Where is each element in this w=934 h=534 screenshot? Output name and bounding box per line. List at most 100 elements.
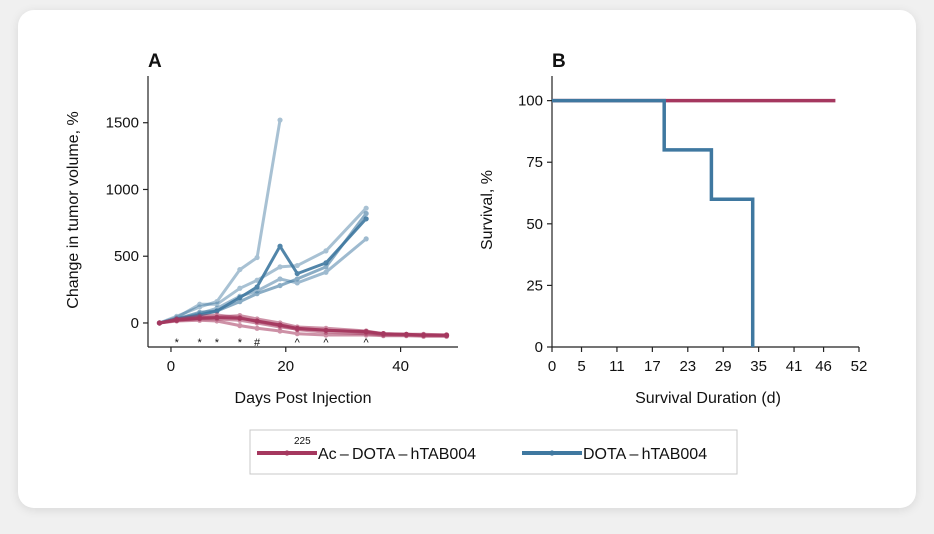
panel-a-point [277,282,283,289]
panel-b-xtick-label: 11 [609,358,625,375]
panel-a-point [443,332,450,338]
panel-a-point [197,301,203,307]
legend-label-dota: DOTA – hTAB004 [583,446,707,463]
panel-a-point [294,262,300,269]
survival-curve-dota [552,98,755,347]
significance-mark: ^ [323,337,329,349]
significance-mark: # [254,337,261,349]
panel-a-point [277,243,283,249]
panel-b-xtick-label: 29 [715,358,732,375]
panel-b-xtick-label: 5 [577,358,585,375]
panel-a-series-line [159,207,368,325]
panel-a-point [403,331,409,337]
panel-a-series-line [158,119,282,325]
panel-a-label: A [148,51,162,72]
panel-b-xtick-label: 46 [815,358,832,375]
panel-a-point [277,328,283,334]
panel-a-point [363,329,369,335]
tumor-volume-chart: 0 500 1000 1500 0 20 40 * * * * # ^ ^ ^ [106,76,458,375]
significance-mark: ^ [364,337,370,349]
panel-a-ytick-label: 500 [114,248,139,265]
panel-b-ytick-label: 100 [518,93,543,110]
panel-a-point [254,277,260,283]
legend-label-ac: Ac – DOTA – hTAB004 [318,446,476,463]
panel-a-point [363,210,369,217]
significance-mark: * [238,337,243,349]
panel-a-ylabel: Change in tumor volume, % [65,111,82,308]
panel-a-series-dota-0 [156,117,283,326]
panel-a-xtick-label: 20 [277,358,294,375]
panel-a-point [237,266,243,273]
panel-b-ytick-label: 0 [535,339,543,356]
panel-b-xtick-label: 52 [851,358,868,375]
panel-a-point [237,285,243,291]
panel-a-ytick-label: 0 [131,315,139,332]
survival-chart: 0 25 50 75 100 0 5 11 17 23 29 35 41 46 52 [518,76,867,375]
panel-a-point [214,308,220,314]
panel-b-xlabel: Survival Duration (d) [635,390,781,407]
panel-a-point [214,299,220,305]
significance-mark: * [198,337,203,349]
panel-a-xtick-label: 0 [167,358,175,375]
legend-box [249,429,738,475]
significance-mark: * [215,337,220,349]
panel-a-point [380,331,386,337]
panel-a-point [363,205,369,211]
panel-b-ytick-label: 25 [526,277,543,294]
panel-a-point [197,304,203,310]
panel-a-point [237,315,243,321]
legend: 225 Ac – DOTA – hTAB004 DOTA – hTAB004 [249,429,738,475]
panel-a-point [254,254,260,261]
panel-a-point [174,317,180,323]
panel-b-ytick-label: 50 [526,216,543,233]
panel-a-point [323,248,329,254]
panel-a-point [323,269,329,275]
panel-a-point [214,315,220,321]
panel-b-xtick-label: 0 [548,358,556,375]
panel-a-point [363,216,369,222]
panel-b-xtick-label: 17 [644,358,661,375]
panel-a-point [294,325,300,331]
panel-a-ytick-label: 1500 [106,115,139,132]
panel-a-point [197,315,203,321]
panel-a-point [277,264,283,270]
panel-a-point [323,260,329,266]
panel-a-series-ac-9 [156,315,450,338]
panel-a-point [277,322,283,328]
panel-a-xlabel: Days Post Injection [235,390,372,407]
panel-a-point [254,284,260,290]
panel-b-xtick-label: 23 [679,358,696,375]
panel-a-point [254,325,260,331]
panel-a-xtick-label: 40 [392,358,409,375]
panel-a-point [237,299,243,305]
panel-a-point [156,320,163,326]
panel-a-point [323,327,329,333]
panel-a-point [323,264,329,270]
panel-b-ylabel: Survival, % [479,170,496,250]
panel-a-point [214,301,220,307]
panel-a-point [363,236,369,242]
panel-b-ytick-label: 75 [526,154,543,171]
panel-a-point [294,276,300,282]
panel-a-point [294,331,300,337]
panel-a-point [237,323,243,329]
panel-a-point [420,332,427,338]
legend-marker-ac [284,450,290,456]
legend-marker-dota [549,450,555,456]
legend-sup-225: 225 [294,436,311,447]
panel-a-point [294,280,300,286]
significance-mark: ^ [295,337,301,349]
panel-a-point [277,276,283,282]
panel-a-point [237,295,243,301]
panel-a-point [294,270,300,277]
figure-card [18,10,916,508]
panel-a-point [254,291,260,297]
panel-a-ytick-label: 1000 [106,181,139,198]
panel-a-series-line [159,217,368,325]
panel-b-xtick-label: 35 [750,358,767,375]
panel-b-xtick-label: 41 [786,358,803,375]
significance-mark: * [175,337,180,349]
panel-a-point [277,117,283,123]
panel-b-label: B [552,51,566,72]
